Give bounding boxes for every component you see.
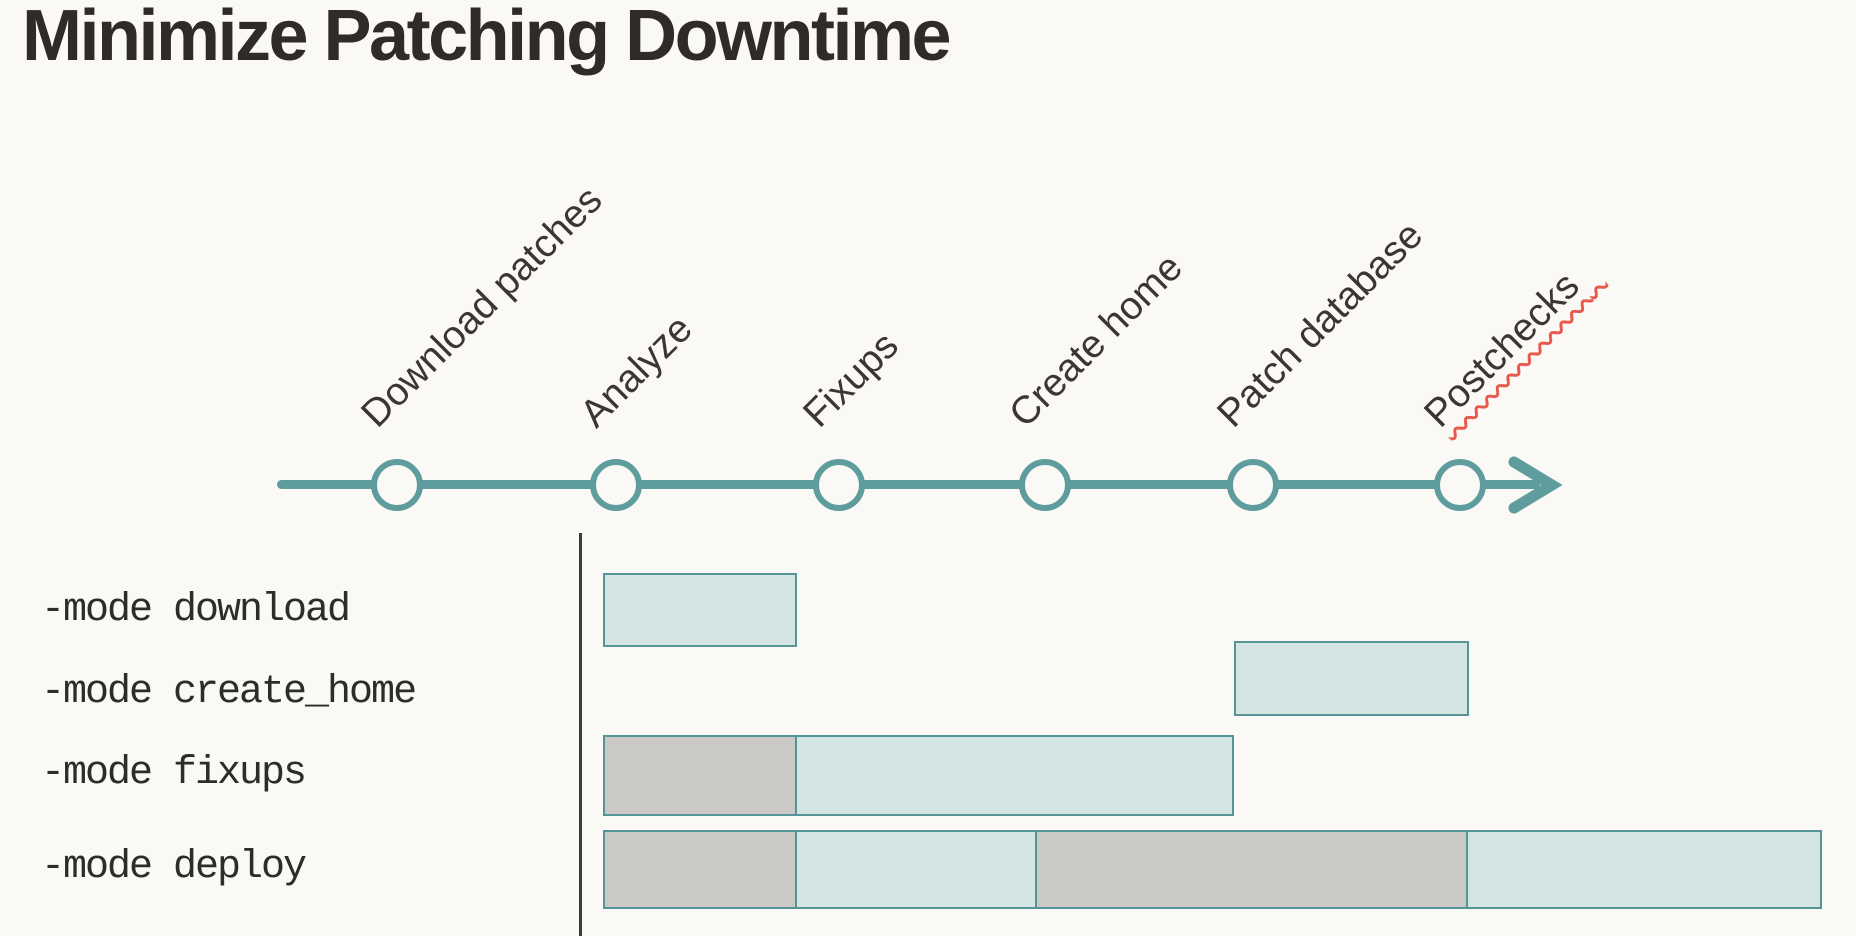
milestone-label: Analyze: [572, 307, 701, 436]
gantt-row-label: -mode deploy: [41, 845, 307, 890]
milestone-circle: [1227, 459, 1279, 511]
gantt-row-label: -mode download: [41, 588, 351, 633]
gantt-row-label: -mode create_home: [41, 670, 417, 715]
timeline-line: [277, 480, 1540, 489]
timeline-arrow-icon: [1508, 456, 1563, 514]
milestone-circle: [1019, 459, 1071, 511]
gantt-bar-segment: [795, 735, 1234, 816]
milestone-circle: [1434, 459, 1486, 511]
gantt-bar-segment: [1466, 830, 1822, 909]
milestone-label: Fixups: [795, 323, 907, 436]
page-title: Minimize Patching Downtime: [22, 0, 952, 76]
milestone-label: Download patches: [353, 178, 611, 436]
gantt-axis-line: [579, 533, 582, 936]
gantt-bar-segment: [795, 830, 1037, 909]
milestone-label: Create home: [1001, 245, 1192, 436]
milestone-circle: [590, 459, 642, 511]
gantt-row-label: -mode fixups: [41, 751, 307, 796]
gantt-bar-segment: [1035, 830, 1468, 909]
milestone-label-postchecks: Postchecks: [1416, 264, 1588, 436]
gantt-bar-segment: [603, 573, 797, 647]
milestone-circle: [813, 459, 865, 511]
gantt-bar-segment: [603, 735, 797, 816]
milestone-circle: [371, 459, 423, 511]
gantt-bar-segment: [1234, 641, 1469, 716]
gantt-bar-segment: [603, 830, 797, 909]
milestone-label: Patch database: [1209, 213, 1432, 436]
